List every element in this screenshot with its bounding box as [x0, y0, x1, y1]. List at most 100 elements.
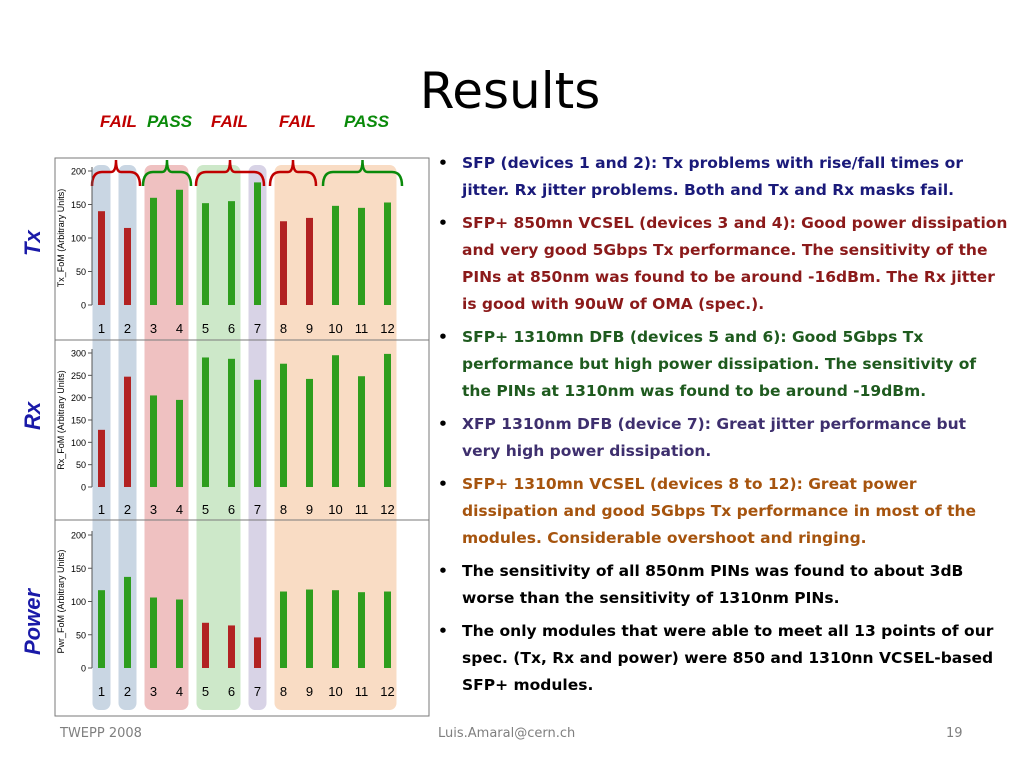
x-tick-label: 7 [254, 321, 261, 336]
footer-page-number: 19 [946, 726, 963, 741]
bullet-dot-icon: • [438, 154, 448, 172]
group-bracket [194, 159, 266, 187]
bullet-text: SFP+ 1310mn DFB (devices 5 and 6): Good … [462, 328, 977, 400]
bullet-dot-icon: • [438, 562, 448, 580]
bullet-dot-icon: • [438, 214, 448, 232]
x-tick-label: 2 [124, 502, 131, 517]
footer-email: Luis.Amaral@cern.ch [438, 726, 576, 741]
bar-device-8 [280, 591, 287, 668]
y-tick-label: 300 [71, 349, 86, 359]
y-tick-label: 50 [76, 460, 86, 470]
bar-device-3 [150, 395, 157, 487]
bar-device-4 [176, 189, 183, 305]
group-bracket [268, 159, 318, 187]
bar-device-1 [98, 429, 105, 487]
x-tick-label: 8 [280, 684, 287, 699]
x-tick-label: 9 [306, 321, 313, 336]
bar-device-3 [150, 597, 157, 668]
y-axis-label: Pwr_FoM (Arbitrary Units) [56, 549, 66, 653]
y-tick-label: 250 [71, 371, 86, 381]
y-tick-label: 50 [76, 267, 86, 277]
x-tick-label: 4 [176, 684, 183, 699]
y-tick-label: 150 [71, 200, 86, 210]
bar-device-9 [306, 589, 313, 668]
bullet-text: SFP (devices 1 and 2): Tx problems with … [462, 154, 963, 199]
x-tick-label: 2 [124, 684, 131, 699]
x-tick-label: 10 [328, 684, 342, 699]
bar-device-2 [124, 376, 131, 487]
x-tick-label: 12 [380, 684, 394, 699]
bar-device-11 [358, 207, 365, 305]
status-label-pass-850-vcsel: PASS [147, 112, 193, 131]
y-tick-label: 150 [71, 564, 86, 574]
x-tick-label: 6 [228, 321, 235, 336]
bar-device-4 [176, 399, 183, 487]
bullet-dot-icon: • [438, 328, 448, 346]
status-label-fail-1310-dfb: FAIL [211, 112, 248, 131]
bar-device-12 [384, 202, 391, 305]
y-axis-label: Rx_FoM (Arbitrary Units) [56, 370, 66, 470]
x-tick-label: 2 [124, 321, 131, 336]
bullet-text: SFP+ 850mn VCSEL (devices 3 and 4): Good… [462, 214, 1008, 313]
y-tick-label: 100 [71, 597, 86, 607]
x-tick-label: 10 [328, 321, 342, 336]
footer-conference: TWEPP 2008 [60, 726, 142, 741]
y-tick-label: 200 [71, 393, 86, 403]
x-tick-label: 11 [355, 684, 369, 699]
y-tick-label: 0 [81, 301, 86, 311]
group-bracket [90, 159, 142, 187]
x-tick-label: 1 [98, 321, 105, 336]
bar-device-8 [280, 221, 287, 305]
x-tick-label: 12 [380, 502, 394, 517]
bar-device-6 [228, 201, 235, 305]
y-tick-label: 100 [71, 234, 86, 244]
bar-device-6 [228, 358, 235, 487]
x-tick-label: 7 [254, 684, 261, 699]
bar-device-2 [124, 576, 131, 668]
x-tick-label: 5 [202, 684, 209, 699]
bar-device-6 [228, 625, 235, 668]
x-tick-label: 9 [306, 502, 313, 517]
x-tick-label: 5 [202, 502, 209, 517]
x-tick-label: 9 [306, 684, 313, 699]
y-tick-label: 150 [71, 416, 86, 426]
x-tick-label: 12 [380, 321, 394, 336]
bar-device-5 [202, 622, 209, 668]
bar-device-7 [254, 379, 261, 487]
x-tick-label: 8 [280, 502, 287, 517]
results-bullet-list: • SFP (devices 1 and 2): Tx problems with… [436, 150, 1008, 705]
y-tick-label: 200 [71, 531, 86, 541]
y-tick-label: 0 [81, 483, 86, 493]
bar-device-10 [332, 355, 339, 487]
bullet-text: The only modules that were able to meet … [462, 622, 994, 694]
x-tick-label: 6 [228, 502, 235, 517]
bar-device-1 [98, 590, 105, 668]
x-tick-label: 1 [98, 684, 105, 699]
x-tick-label: 7 [254, 502, 261, 517]
bullet-item: • The only modules that were able to meet… [436, 618, 1008, 699]
bar-device-12 [384, 591, 391, 668]
bar-device-8 [280, 363, 287, 487]
bullet-text: XFP 1310nm DFB (device 7): Great jitter … [462, 415, 967, 460]
bar-device-9 [306, 378, 313, 487]
bar-device-3 [150, 197, 157, 305]
bar-device-10 [332, 205, 339, 305]
bar-device-11 [358, 376, 365, 487]
bullet-item: • XFP 1310nm DFB (device 7): Great jitter… [436, 411, 1008, 465]
x-tick-label: 4 [176, 321, 183, 336]
chart-frame [54, 157, 430, 717]
x-tick-label: 4 [176, 502, 183, 517]
group-bracket [141, 159, 193, 187]
bar-device-2 [124, 227, 131, 305]
bar-device-5 [202, 203, 209, 305]
y-tick-label: 50 [76, 630, 86, 640]
x-tick-label: 11 [355, 502, 369, 517]
bullet-dot-icon: • [438, 475, 448, 493]
bullet-dot-icon: • [438, 415, 448, 433]
x-tick-label: 5 [202, 321, 209, 336]
x-tick-label: 11 [355, 321, 369, 336]
y-tick-label: 0 [81, 664, 86, 674]
bullet-item: • SFP+ 1310mn DFB (devices 5 and 6): Good… [436, 324, 1008, 405]
bullet-text: SFP+ 1310mn VCSEL (devices 8 to 12): Gre… [462, 475, 977, 547]
